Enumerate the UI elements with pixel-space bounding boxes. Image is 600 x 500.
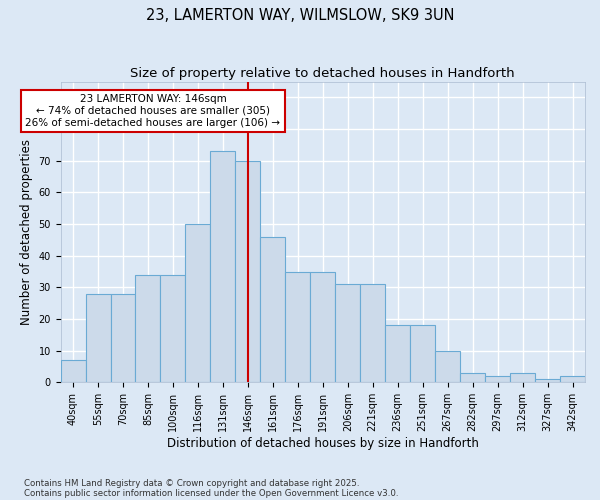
Bar: [136, 274, 160, 382]
Bar: [185, 224, 211, 382]
Bar: [286, 272, 310, 382]
X-axis label: Distribution of detached houses by size in Handforth: Distribution of detached houses by size …: [167, 437, 479, 450]
Bar: [435, 350, 460, 382]
Bar: [211, 152, 235, 382]
Bar: [385, 326, 410, 382]
Y-axis label: Number of detached properties: Number of detached properties: [20, 139, 33, 325]
Bar: [160, 274, 185, 382]
Bar: [510, 373, 535, 382]
Bar: [235, 161, 260, 382]
Bar: [460, 373, 485, 382]
Bar: [335, 284, 360, 382]
Text: Contains HM Land Registry data © Crown copyright and database right 2025.
Contai: Contains HM Land Registry data © Crown c…: [24, 479, 398, 498]
Bar: [560, 376, 585, 382]
Bar: [310, 272, 335, 382]
Bar: [535, 379, 560, 382]
Bar: [485, 376, 510, 382]
Bar: [110, 294, 136, 382]
Bar: [260, 237, 286, 382]
Text: 23 LAMERTON WAY: 146sqm
← 74% of detached houses are smaller (305)
26% of semi-d: 23 LAMERTON WAY: 146sqm ← 74% of detache…: [25, 94, 280, 128]
Bar: [360, 284, 385, 382]
Text: 23, LAMERTON WAY, WILMSLOW, SK9 3UN: 23, LAMERTON WAY, WILMSLOW, SK9 3UN: [146, 8, 454, 22]
Title: Size of property relative to detached houses in Handforth: Size of property relative to detached ho…: [130, 68, 515, 80]
Bar: [61, 360, 86, 382]
Bar: [86, 294, 110, 382]
Bar: [410, 326, 435, 382]
